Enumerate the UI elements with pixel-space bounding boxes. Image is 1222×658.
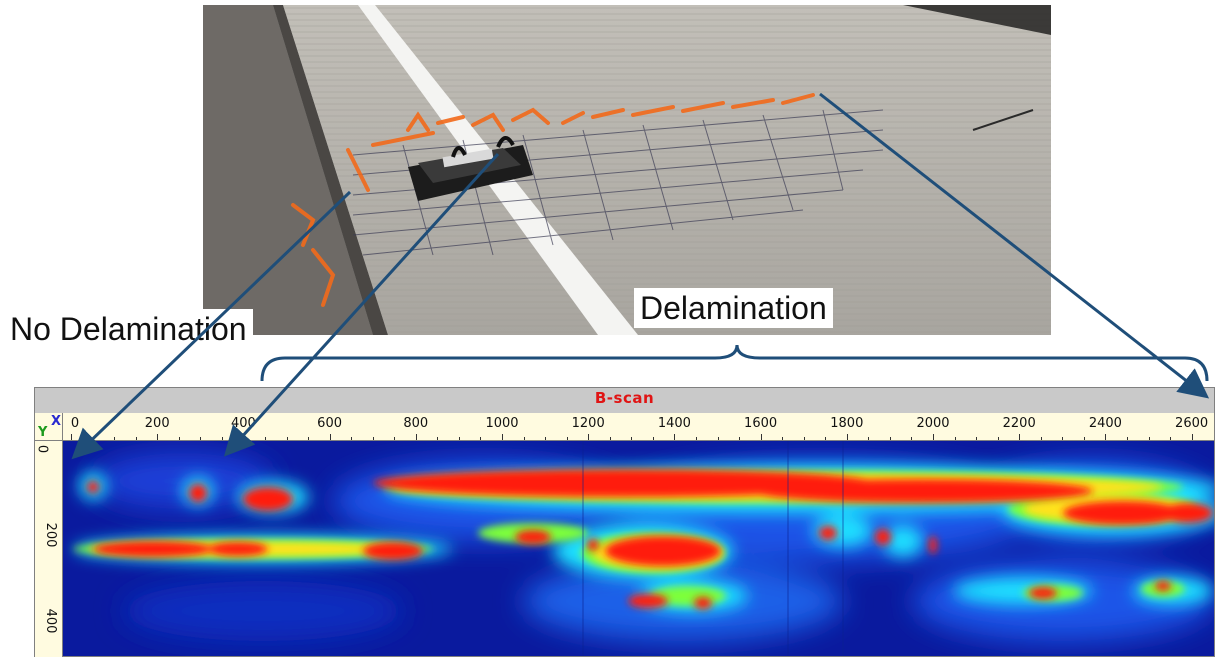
x-minor-tick (1083, 437, 1085, 440)
x-minor-tick (114, 437, 116, 440)
y-tick-label: 200 (42, 522, 58, 548)
x-minor-tick (825, 437, 827, 440)
x-minor-tick (954, 437, 956, 440)
x-tick-mark (760, 434, 762, 440)
x-minor-tick (1170, 437, 1172, 440)
x-minor-tick (976, 437, 978, 440)
x-minor-tick (372, 437, 374, 440)
x-tick-mark (933, 434, 934, 440)
x-minor-tick (1148, 437, 1150, 440)
y-tick-label: 0 (34, 444, 50, 454)
bscan-panel: B-scan X Y 0 200 400 600 800 1000 1200 1400 1600… (34, 387, 1215, 657)
x-tick-label: 600 (317, 416, 343, 431)
x-tick-label: 2600 (1175, 416, 1209, 431)
delamination-bracket (260, 344, 1209, 382)
y-tick-label: 400 (42, 608, 58, 634)
bridge-deck-illustration (203, 5, 1051, 335)
x-tick-mark (157, 434, 159, 440)
no-delamination-label: No Delamination (4, 309, 253, 349)
x-tick-label: 1600 (744, 416, 778, 431)
x-minor-tick (200, 437, 202, 440)
x-tick-label: 0 (70, 416, 80, 431)
x-minor-tick (566, 437, 568, 440)
bscan-heatmap-image (63, 441, 1214, 656)
x-minor-tick (652, 437, 654, 440)
x-tick-mark (1019, 434, 1021, 440)
bridge-deck-photo (203, 5, 1051, 335)
x-tick-label: 1000 (485, 416, 519, 431)
x-tick-mark (588, 434, 590, 440)
x-axis-letter: X (51, 414, 62, 429)
x-minor-tick (394, 437, 396, 440)
x-tick-label: 400 (230, 416, 256, 431)
y-axis-letter: Y (38, 425, 48, 440)
x-minor-tick (437, 437, 439, 440)
x-minor-tick (1062, 437, 1064, 440)
x-minor-tick (889, 437, 891, 440)
axis-corner: X Y (35, 413, 63, 441)
x-minor-tick (264, 437, 266, 440)
x-tick-label: 1800 (830, 416, 864, 431)
x-tick-mark (674, 434, 676, 440)
x-tick-mark (1105, 434, 1107, 440)
x-tick-mark (329, 434, 331, 440)
x-minor-tick (609, 437, 611, 440)
x-tick-label: 2200 (1002, 416, 1036, 431)
x-minor-tick (480, 437, 482, 440)
x-tick-mark (502, 434, 503, 440)
x-tick-label: 800 (403, 416, 429, 431)
x-minor-tick (545, 437, 547, 440)
x-tick-mark (846, 434, 848, 440)
x-tick-label: 2400 (1088, 416, 1122, 431)
x-tick-mark (71, 434, 72, 440)
x-minor-tick (782, 437, 784, 440)
x-minor-tick (997, 437, 999, 440)
x-tick-label: 1200 (571, 416, 605, 431)
x-minor-tick (351, 437, 353, 440)
x-minor-tick (135, 437, 137, 440)
x-minor-tick (458, 437, 460, 440)
x-minor-tick (695, 437, 697, 440)
bscan-title: B-scan (594, 389, 655, 407)
x-tick-mark (415, 434, 417, 440)
x-minor-tick (739, 437, 741, 440)
x-minor-tick (286, 437, 288, 440)
x-minor-tick (1126, 437, 1128, 440)
y-axis-ruler: 0 200 400 (35, 441, 63, 657)
x-minor-tick (92, 437, 94, 440)
x-minor-tick (221, 437, 223, 440)
x-minor-tick (1040, 437, 1042, 440)
x-axis-ruler: 0 200 400 600 800 1000 1200 1400 1600 1800 2000 220… (63, 413, 1214, 441)
x-minor-tick (868, 437, 870, 440)
x-tick-mark (243, 434, 245, 440)
bscan-title-bar: B-scan (35, 388, 1214, 413)
x-tick-label: 2000 (916, 416, 950, 431)
x-tick-label: 1400 (657, 416, 691, 431)
delamination-label: Delamination (634, 288, 833, 328)
x-minor-tick (803, 437, 805, 440)
x-tick-label: 200 (144, 416, 170, 431)
x-minor-tick (631, 437, 633, 440)
bscan-heatmap (63, 441, 1214, 656)
x-minor-tick (717, 437, 719, 440)
x-minor-tick (911, 437, 913, 440)
x-tick-mark (1191, 434, 1193, 440)
x-minor-tick (178, 437, 180, 440)
x-minor-tick (308, 437, 310, 440)
x-minor-tick (523, 437, 525, 440)
